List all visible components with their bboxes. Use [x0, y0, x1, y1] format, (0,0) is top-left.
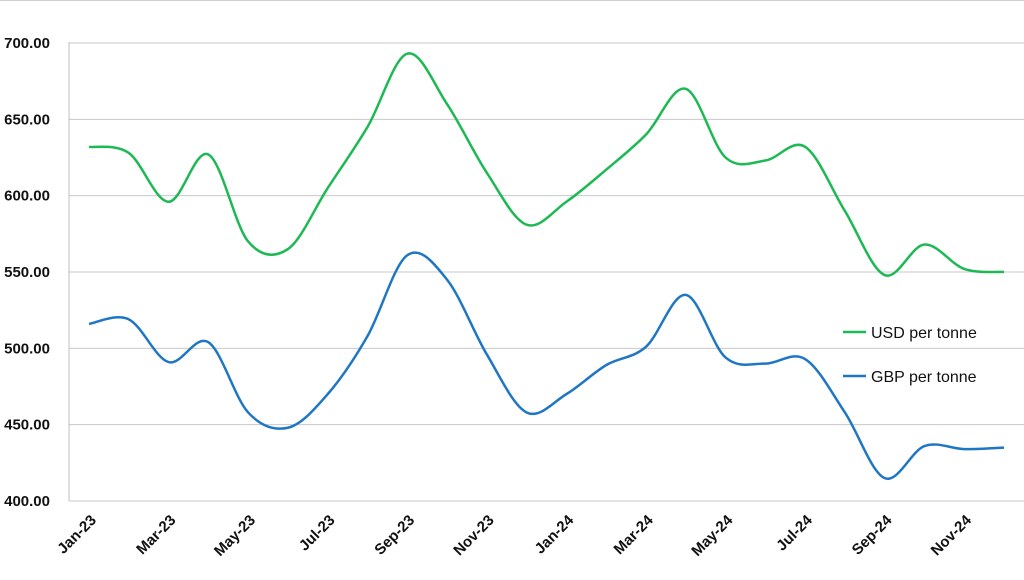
y-tick-label: 600.00 — [4, 188, 50, 205]
x-tick-label: Jul-23 — [296, 512, 339, 555]
x-tick-label: Mar-23 — [133, 512, 179, 558]
x-tick-label: Jan-23 — [54, 512, 100, 558]
x-axis-ticks: Jan-23 Mar-23 May-23 Jul-23 Sep-23 Nov-23 Jan-… — [54, 511, 975, 559]
x-tick-label: May-23 — [211, 512, 259, 560]
y-tick-label: 500.00 — [4, 340, 50, 357]
series-line-gbp — [88, 251, 1005, 480]
legend-item-gbp: GBP per tonne — [843, 369, 977, 386]
y-tick-label: 650.00 — [4, 111, 50, 128]
x-tick-label: Mar-24 — [611, 511, 658, 558]
legend-item-usd: USD per tonne — [843, 325, 977, 342]
x-tick-label: Jul-24 — [773, 511, 816, 554]
x-tick-label: Nov-23 — [450, 512, 497, 559]
legend-label-usd: USD per tonne — [871, 325, 977, 342]
y-tick-label: 400.00 — [4, 493, 50, 510]
series-line-usd — [88, 52, 1005, 277]
x-tick-label: Nov-24 — [928, 511, 976, 559]
y-tick-label: 450.00 — [4, 417, 50, 434]
x-tick-label: May-24 — [688, 511, 736, 559]
x-tick-label: Sep-24 — [849, 511, 896, 558]
legend-label-gbp: GBP per tonne — [871, 369, 977, 386]
legend: USD per tonne GBP per tonne — [843, 325, 977, 386]
y-axis-ticks: 400.00 450.00 500.00 550.00 600.00 650.00 700.… — [4, 35, 50, 510]
y-tick-label: 700.00 — [4, 35, 50, 52]
series-lines — [88, 52, 1005, 480]
y-tick-label: 550.00 — [4, 264, 50, 281]
x-tick-label: Sep-23 — [371, 512, 418, 559]
x-tick-label: Jan-24 — [532, 511, 578, 557]
